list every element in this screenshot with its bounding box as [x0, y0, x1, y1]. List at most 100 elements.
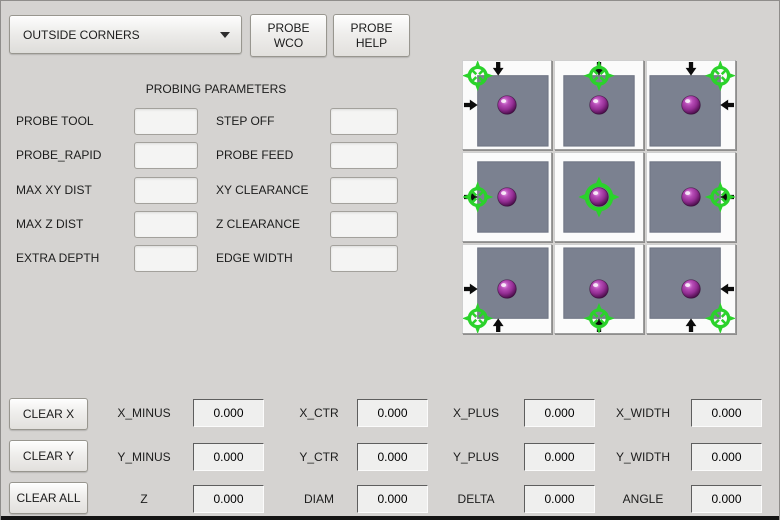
probe-target-crosshair-icon	[578, 176, 620, 218]
probe-target-crosshair-icon	[704, 302, 735, 333]
xy-clearance-input[interactable]	[330, 177, 398, 204]
probe-tile-right-edge[interactable]	[646, 152, 736, 242]
probe-help-button-line1: PROBE	[350, 20, 393, 35]
max-xy-dist-input[interactable]	[134, 177, 198, 204]
probe-tile-graphic	[649, 161, 735, 233]
probing-parameters-title: PROBING PARAMETERS	[145, 82, 287, 96]
probe-tile-graphic	[463, 161, 549, 233]
probe-wco-button[interactable]: PROBE WCO	[250, 14, 327, 57]
probe-direction-arrow-icon	[463, 283, 478, 295]
probe-rapid-input[interactable]	[134, 142, 198, 169]
probe-direction-arrow-icon	[720, 283, 735, 295]
probe-ball-icon	[589, 187, 609, 207]
y-width-readout	[691, 443, 762, 471]
edge-width-input[interactable]	[330, 245, 398, 272]
probe-tile-bottom-edge[interactable]	[554, 244, 644, 334]
probe-tile-top-edge[interactable]	[554, 60, 644, 150]
chevron-down-icon	[220, 31, 230, 38]
angle-readout	[691, 485, 762, 513]
probe-target-crosshair-icon	[583, 61, 615, 92]
max-xy-dist-label: MAX XY DIST	[16, 183, 92, 197]
probe-target-crosshair-icon	[704, 61, 735, 92]
probe-direction-arrow-icon	[685, 318, 697, 333]
probe-tile-bottom-right-corner[interactable]	[646, 244, 736, 334]
probe-direction-arrow-icon	[685, 61, 697, 76]
y-plus-readout	[524, 443, 595, 471]
window-bottom-edge	[1, 516, 779, 520]
x-ctr-readout	[357, 399, 428, 427]
angle-label: ANGLE	[622, 492, 664, 506]
probe-feed-label: PROBE FEED	[216, 148, 294, 162]
y-ctr-readout	[357, 443, 428, 471]
probe-tool-label: PROBE TOOL	[16, 114, 94, 128]
probe-target-crosshair-icon	[463, 181, 494, 213]
probe-ball-icon	[681, 187, 701, 207]
probe-help-button-line2: HELP	[355, 35, 388, 50]
extra-depth-input[interactable]	[134, 245, 198, 272]
probe-position-grid	[462, 60, 738, 336]
probe-wco-button-line1: PROBE	[267, 20, 310, 35]
probe-tile-graphic	[463, 61, 549, 147]
probe-wco-button-line2: WCO	[273, 35, 304, 50]
probe-mode-dropdown-value: OUTSIDE CORNERS	[23, 27, 140, 42]
diam-readout	[357, 485, 428, 513]
x-width-readout	[691, 399, 762, 427]
delta-label: DELTA	[457, 492, 495, 506]
probe-help-button[interactable]: PROBE HELP	[333, 14, 410, 57]
y-width-label: Y_WIDTH	[616, 450, 670, 464]
x-plus-readout	[524, 399, 595, 427]
probe-tile-graphic	[649, 61, 735, 147]
probe-tile-graphic	[463, 247, 549, 333]
probe-direction-arrow-icon	[463, 99, 478, 111]
probe-ball-icon	[589, 279, 609, 299]
y-minus-label: Y_MINUS	[117, 450, 171, 464]
y-ctr-label: Y_CTR	[299, 450, 339, 464]
z-clearance-label: Z CLEARANCE	[216, 217, 301, 231]
clear-y-button[interactable]: CLEAR Y	[9, 440, 88, 472]
x-width-label: X_WIDTH	[616, 406, 670, 420]
z-readout	[193, 485, 264, 513]
x-ctr-label: X_CTR	[299, 406, 339, 420]
x-minus-label: X_MINUS	[117, 406, 171, 420]
probe-tile-graphic	[563, 61, 635, 147]
probe-rapid-label: PROBE_RAPID	[16, 148, 102, 162]
probe-tile-bottom-left-corner[interactable]	[462, 244, 552, 334]
diam-label: DIAM	[304, 492, 334, 506]
probe-ball-icon	[681, 279, 701, 299]
probe-ball-icon	[497, 95, 517, 115]
probe-mode-dropdown[interactable]: OUTSIDE CORNERS	[9, 15, 242, 54]
probe-ball-icon	[497, 187, 517, 207]
probe-tool-input[interactable]	[134, 108, 198, 135]
probe-target-crosshair-icon	[583, 302, 615, 333]
max-z-dist-input[interactable]	[134, 211, 198, 238]
y-plus-label: Y_PLUS	[452, 450, 500, 464]
clear-x-button[interactable]: CLEAR X	[9, 398, 88, 430]
probe-feed-input[interactable]	[330, 142, 398, 169]
probe-tile-top-right-corner[interactable]	[646, 60, 736, 150]
step-off-input[interactable]	[330, 108, 398, 135]
probe-ball-icon	[497, 279, 517, 299]
step-off-label: STEP OFF	[216, 114, 275, 128]
probe-target-crosshair-icon	[704, 181, 735, 213]
probe-tile-graphic	[649, 247, 735, 333]
probe-direction-arrow-icon	[492, 61, 504, 76]
xy-clearance-label: XY CLEARANCE	[216, 183, 309, 197]
x-minus-readout	[193, 399, 264, 427]
probe-target-crosshair-icon	[463, 302, 494, 333]
z-label: Z	[140, 492, 148, 506]
probe-ball-icon	[589, 95, 609, 115]
probe-ball-icon	[681, 95, 701, 115]
extra-depth-label: EXTRA DEPTH	[16, 251, 100, 265]
z-clearance-input[interactable]	[330, 211, 398, 238]
x-plus-label: X_PLUS	[452, 406, 500, 420]
probe-tile-graphic	[563, 161, 635, 233]
probe-tile-top-left-corner[interactable]	[462, 60, 552, 150]
probe-direction-arrow-icon	[492, 318, 504, 333]
max-z-dist-label: MAX Z DIST	[16, 217, 84, 231]
probe-tile-left-edge[interactable]	[462, 152, 552, 242]
probe-direction-arrow-icon	[720, 99, 735, 111]
probe-tile-center[interactable]	[554, 152, 644, 242]
clear-all-button[interactable]: CLEAR ALL	[9, 482, 88, 514]
y-minus-readout	[193, 443, 264, 471]
